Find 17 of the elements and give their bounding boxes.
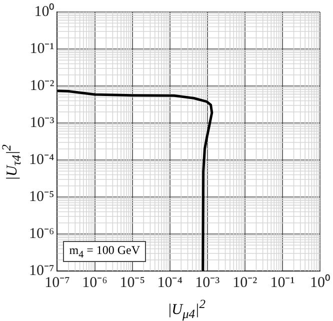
x-tick-label: 10⁻⁴ (157, 274, 182, 291)
y-tick-label: 10⁻¹ (30, 40, 54, 57)
y-tick-label: 10⁻⁶ (28, 226, 54, 242)
x-tick-label: 10⁻³ (195, 274, 220, 291)
x-tick-label: 10⁻⁷ (44, 274, 70, 291)
x-tick-label: 10⁰ (310, 274, 330, 291)
x-tick-label: 10⁻² (232, 274, 258, 291)
y-tick-label: 10⁻³ (30, 114, 55, 131)
y-tick-label: 10⁰ (34, 2, 54, 20)
y-tick-label: 10⁻⁴ (28, 152, 54, 168)
x-tick-label: 10⁻⁵ (120, 274, 145, 291)
x-tick-label: 10⁻⁶ (82, 274, 108, 291)
y-tick-label: 10⁻⁵ (28, 188, 54, 205)
annotation: m$_{4}$ = 100 GeV (63, 241, 146, 262)
x-tick-label: 10⁻¹ (270, 274, 295, 291)
x-axis-title: |U$_{μ4}$|$^{2}$ (166, 297, 206, 321)
y-tick-label: 10⁻² (30, 78, 55, 94)
